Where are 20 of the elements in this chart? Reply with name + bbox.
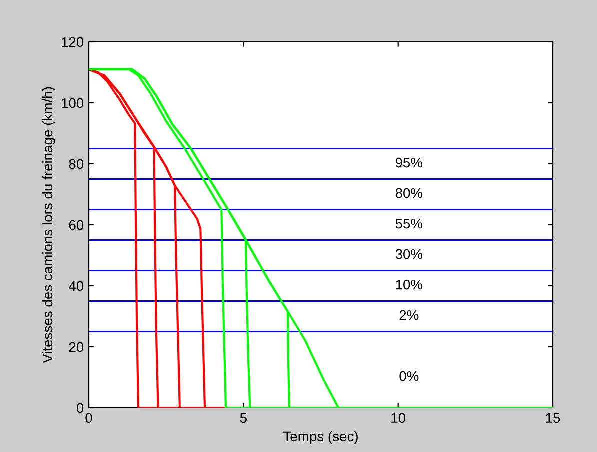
annotation: 55% xyxy=(396,218,423,229)
x-tick-label: 5 xyxy=(240,413,247,424)
annotation: 0% xyxy=(400,371,419,382)
x-tick-label: 15 xyxy=(546,413,560,424)
y-tick-label: 80 xyxy=(69,159,84,170)
y-tick-label: 100 xyxy=(62,98,84,108)
annotation: 30% xyxy=(396,249,423,260)
x-tick-label: 0 xyxy=(86,413,92,424)
x-tick-label: 10 xyxy=(392,413,406,424)
annotation: 80% xyxy=(396,188,423,198)
y-tick-label: 0 xyxy=(76,403,84,414)
y-axis-title: Vitesses des camions lors du freinage (km/h) xyxy=(42,87,56,364)
annotation: 95% xyxy=(396,158,423,168)
x-axis-title: Temps (sec) xyxy=(284,431,358,444)
y-tick-label: 60 xyxy=(69,220,84,230)
y-tick-label: 40 xyxy=(69,281,84,292)
annotation: 10% xyxy=(396,280,423,290)
y-tick-label: 120 xyxy=(62,37,84,48)
y-tick-label: 20 xyxy=(69,342,84,352)
annotation: 2% xyxy=(400,310,419,320)
